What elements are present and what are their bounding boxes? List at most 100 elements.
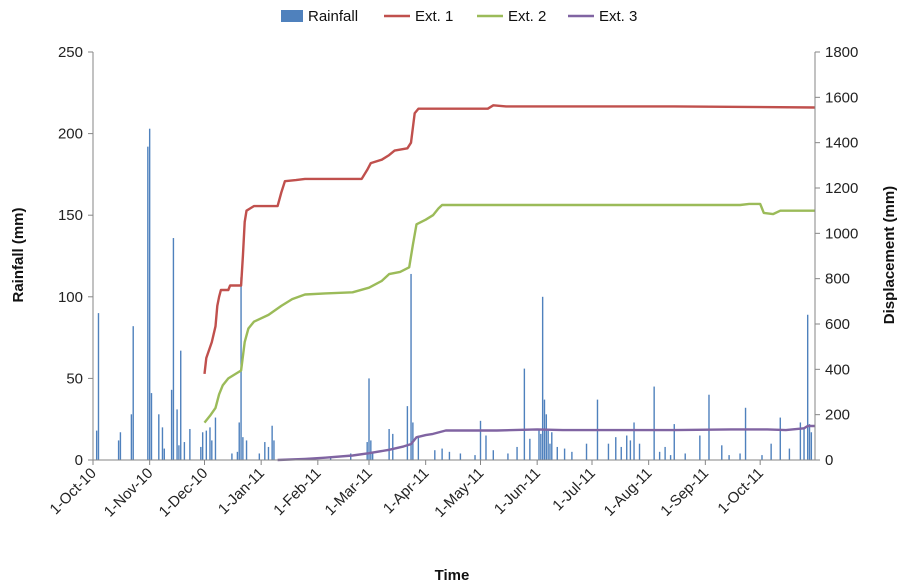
rainfall-bar — [211, 440, 213, 460]
rainfall-bar — [549, 443, 551, 460]
rainfall-bar — [770, 443, 772, 460]
rainfall-bar — [516, 446, 518, 460]
series-line-ext-3 — [277, 424, 815, 462]
y-right-tick-label: 0 — [825, 452, 833, 469]
rainfall-bar — [744, 407, 747, 460]
y-left-tick-label: 150 — [58, 207, 83, 224]
rainfall-bar — [633, 422, 635, 460]
y-right-tick-label: 1400 — [825, 135, 858, 152]
rainfall-bar — [808, 424, 811, 460]
rainfall-bar — [214, 417, 217, 460]
x-axis-title: Time — [435, 567, 470, 584]
rainfall-bar — [684, 453, 686, 460]
rainfall-bar — [172, 238, 175, 460]
legend-label: Rainfall — [308, 8, 358, 25]
rainfall-bar — [417, 435, 420, 460]
rainfall-bar — [245, 440, 248, 460]
rainfall-bar — [410, 273, 412, 460]
rainfall-bar — [551, 432, 553, 460]
rainfall-bar — [699, 435, 701, 460]
rainfall-bar — [556, 446, 558, 460]
rainfall-bar — [547, 430, 549, 460]
rainfall-bar — [607, 443, 610, 460]
x-tick-label: 1-Mar-11 — [322, 465, 376, 519]
rainfall-bar — [242, 437, 244, 460]
y-left-tick-label: 100 — [58, 289, 83, 306]
rainfall-bar — [541, 296, 544, 460]
rainfall-bar — [540, 433, 542, 460]
rainfall-bar — [258, 453, 261, 460]
rainfall-bar — [178, 445, 180, 460]
y-right-tick-label: 800 — [825, 271, 850, 288]
rainfall-bar — [492, 450, 494, 460]
rainfall-bar — [620, 446, 622, 460]
rainfall-bar — [810, 432, 813, 460]
x-tick-label: 1-Feb-11 — [270, 465, 324, 519]
legend-swatch-rainfall — [281, 10, 303, 22]
rainfall-bar — [201, 432, 204, 460]
rainfall-bar — [788, 448, 791, 460]
x-tick-label: 1-Sep-11 — [657, 465, 712, 520]
x-tick-label: 1-Jun-11 — [491, 465, 544, 518]
rainfall-bar — [479, 420, 482, 460]
rainfall-bar — [653, 386, 655, 460]
displacement-lines — [203, 104, 816, 462]
rainfall-bar — [563, 448, 566, 460]
y-left-tick-label: 0 — [75, 452, 83, 469]
rainfall-bar — [799, 422, 802, 460]
x-tick-label: 1-Jan-11 — [215, 465, 268, 518]
legend-label: Ext. 2 — [508, 8, 546, 25]
rainfall-bar — [273, 440, 275, 460]
x-tick-label: 1-Aug-11 — [601, 465, 656, 520]
rainfall-bar — [238, 422, 240, 460]
y-right-tick-label: 1600 — [825, 89, 858, 106]
rainfall-bar — [638, 443, 641, 460]
x-tick-label: 1-Nov-10 — [101, 465, 157, 521]
rainfall-bar — [231, 453, 233, 460]
rainfall-bar — [189, 428, 191, 460]
rainfall-bar — [117, 440, 120, 460]
rainfall-bar — [147, 146, 149, 460]
rainfall-bar — [485, 435, 487, 460]
rainfall-bar — [271, 425, 273, 460]
rainfall-bar — [209, 427, 211, 460]
rainfall-bar — [150, 393, 153, 460]
rainfall-bar — [571, 451, 573, 460]
rainfall-bar — [441, 448, 443, 460]
rainfall-bar — [148, 128, 151, 461]
y-right-tick-label: 200 — [825, 407, 850, 424]
rainfall-bar — [176, 409, 178, 460]
rainfall-bar — [161, 427, 164, 460]
rainfall-bar — [119, 432, 122, 460]
rainfall-bar — [406, 406, 409, 460]
rainfall-bar — [658, 451, 661, 460]
rainfall-bar — [545, 414, 548, 460]
rainfall-bar — [448, 451, 451, 460]
x-tick-label: 1-Jul-11 — [549, 465, 599, 515]
rainfall-bar — [615, 437, 617, 460]
rainfall-bar — [664, 446, 666, 460]
rainfall-bar — [538, 428, 540, 460]
rainfall-bar — [267, 446, 270, 460]
rainfall-bars — [95, 128, 813, 461]
rainfall-bar — [368, 378, 370, 460]
rainfall-bar — [708, 394, 710, 460]
rainfall-bar — [459, 453, 462, 460]
rainfall-bar — [236, 451, 239, 460]
rainfall-bar — [392, 433, 394, 460]
x-tick-label: 1-Oct-11 — [714, 465, 767, 518]
rainfall-bar — [97, 313, 100, 460]
x-tick-label: 1-Oct-10 — [47, 465, 100, 518]
rainfall-bar — [529, 438, 531, 460]
y-right-tick-label: 1200 — [825, 180, 858, 197]
rainfall-bar — [669, 455, 672, 460]
rainfall-bar — [95, 430, 98, 460]
legend-label: Ext. 3 — [599, 8, 637, 25]
y-left-tick-label: 200 — [58, 126, 83, 143]
rainfall-bar — [728, 455, 730, 460]
rainfall-bar — [761, 455, 763, 460]
rainfall-bar — [183, 442, 186, 460]
rainfall-bar — [132, 326, 134, 460]
